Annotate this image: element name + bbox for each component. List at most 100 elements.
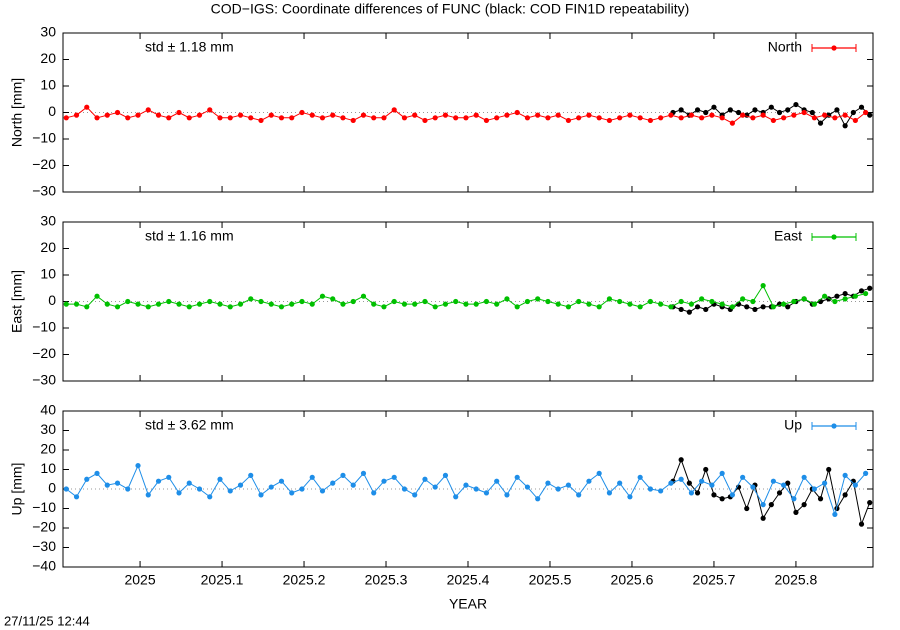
data-point (196, 486, 203, 492)
data-point (330, 480, 336, 486)
data-point (709, 482, 715, 488)
data-point (576, 298, 582, 305)
data-point (606, 490, 613, 496)
data-point (381, 115, 387, 121)
data-point (842, 123, 848, 129)
data-point (237, 112, 244, 118)
data-point (207, 298, 213, 305)
data-point (760, 502, 766, 508)
data-point (268, 301, 274, 307)
data-point (422, 117, 428, 124)
data-point (606, 296, 613, 302)
data-point (166, 474, 172, 480)
data-point (832, 115, 838, 121)
data-point (744, 304, 750, 310)
data-point (735, 109, 742, 116)
y-tick-label: −10 (32, 499, 56, 515)
x-tick-label: 2025.3 (365, 572, 408, 588)
data-point (319, 115, 326, 121)
data-point (791, 112, 797, 118)
data-point (442, 112, 449, 118)
data-point (412, 301, 418, 307)
data-point (781, 115, 787, 121)
data-point (801, 502, 807, 508)
data-point (586, 301, 592, 307)
data-point (258, 492, 264, 498)
data-point (504, 296, 510, 302)
data-point (703, 466, 709, 473)
data-point (248, 115, 254, 121)
data-point (781, 301, 787, 307)
data-point (237, 482, 244, 488)
data-point (760, 515, 766, 521)
data-point (617, 115, 623, 121)
y-tick-label: −30 (32, 538, 56, 554)
data-point (852, 117, 858, 124)
data-point (817, 496, 824, 502)
x-tick-label: 2025.2 (283, 572, 326, 588)
y-tick-label: 10 (40, 266, 56, 282)
data-point (63, 486, 69, 492)
data-point (752, 107, 758, 113)
data-point (371, 490, 377, 496)
data-point (842, 112, 848, 118)
data-point (867, 285, 873, 291)
data-point (422, 298, 428, 305)
data-point (760, 112, 766, 118)
data-point (596, 115, 602, 121)
data-point (694, 304, 701, 310)
data-point (381, 478, 387, 484)
data-point (678, 115, 684, 121)
data-point (217, 301, 223, 307)
data-point (104, 301, 110, 307)
data-point (494, 478, 500, 484)
x-tick-label: 2025.8 (775, 572, 818, 588)
data-point (94, 115, 100, 121)
data-point (770, 478, 776, 484)
data-point (319, 293, 326, 299)
data-point (565, 304, 572, 310)
data-point (135, 463, 141, 469)
data-point (207, 494, 213, 500)
data-point (719, 115, 725, 121)
data-point (617, 480, 623, 486)
data-point (858, 104, 865, 110)
data-point (453, 494, 459, 500)
data-point (104, 112, 110, 118)
data-point (776, 490, 783, 496)
legend-label: North (768, 39, 802, 55)
data-point (473, 486, 479, 492)
data-point (155, 301, 162, 307)
y-tick-label: 20 (40, 239, 56, 255)
data-point (391, 107, 397, 113)
data-point (711, 104, 717, 110)
data-point (381, 304, 387, 310)
data-point (545, 298, 551, 305)
data-point (360, 470, 367, 476)
data-point (524, 115, 531, 121)
data-point (401, 486, 408, 492)
data-point (686, 480, 692, 486)
data-point (678, 306, 684, 313)
data-point (186, 304, 192, 310)
data-point (412, 112, 418, 118)
data-point (196, 112, 203, 118)
data-point (617, 298, 623, 305)
data-point (473, 301, 479, 307)
data-point (360, 293, 367, 299)
data-point (867, 500, 873, 506)
data-point (125, 298, 131, 305)
data-point (776, 109, 783, 116)
data-point (268, 112, 274, 118)
data-point (84, 304, 90, 310)
data-point (709, 298, 715, 305)
data-point (299, 109, 305, 116)
data-point (176, 490, 182, 496)
data-point (678, 457, 684, 463)
data-point (686, 309, 692, 315)
x-tick-label: 2025.7 (693, 572, 736, 588)
data-point (504, 492, 510, 498)
data-point (637, 304, 643, 310)
data-point (237, 301, 244, 307)
